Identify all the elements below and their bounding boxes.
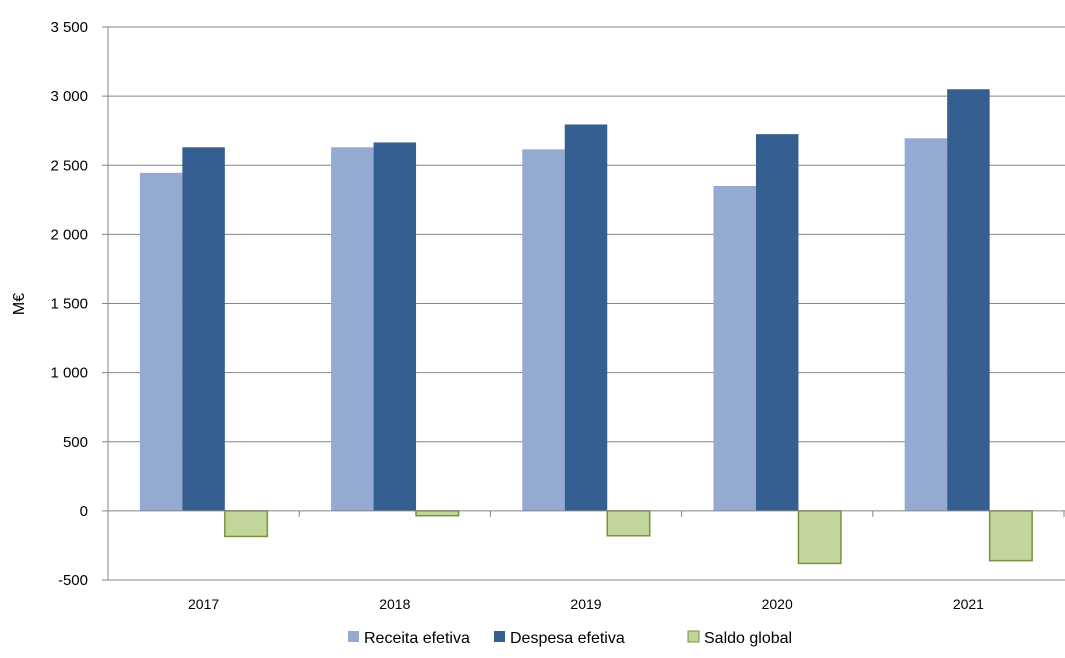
- y-tick-label: 1 500: [50, 296, 88, 313]
- y-tick-label: -500: [58, 572, 88, 589]
- bar-receita-efetiva-2021: [904, 138, 948, 511]
- bar-saldo-global-2018: [415, 510, 460, 517]
- x-tick-label: 2019: [570, 596, 601, 612]
- legend-swatch: [687, 630, 700, 643]
- y-tick-labels: -500 0 500 1 000 1 500 2 000 2 500 3 000 3 500: [50, 19, 88, 589]
- legend-swatch: [348, 631, 359, 642]
- bar-saldo-global-2021: [988, 510, 1033, 562]
- y-tick-label: 2 500: [50, 157, 88, 174]
- bars: [139, 89, 1033, 565]
- x-tick-label: 2020: [762, 596, 793, 612]
- legend-label: Despesa efetiva: [510, 630, 625, 647]
- y-tick-label: 3 000: [50, 88, 88, 105]
- x-tick-label: 2017: [188, 596, 219, 612]
- legend: Receita efetiva Despesa efetiva Saldo glob…: [348, 630, 792, 647]
- legend-swatch: [494, 631, 505, 642]
- legend-label: Saldo global: [704, 630, 792, 647]
- bar-despesa-efetiva-2020: [755, 134, 799, 511]
- legend-label: Receita efetiva: [364, 630, 470, 647]
- bar-despesa-efetiva-2017: [182, 147, 225, 511]
- bar-saldo-global-2017: [224, 510, 269, 538]
- axes: [102, 26, 1065, 581]
- x-tick-label: 2018: [379, 596, 410, 612]
- y-tick-label: 2 000: [50, 226, 88, 243]
- x-tick-label: 2021: [953, 596, 984, 612]
- y-tick-label: 1 000: [50, 365, 88, 382]
- bar-despesa-efetiva-2021: [947, 89, 990, 511]
- bar-receita-efetiva-2018: [331, 147, 374, 511]
- bar-saldo-global-2020: [797, 510, 842, 565]
- x-tick-labels: 2017 2018 2019 2020 2021: [188, 596, 984, 612]
- bar-despesa-efetiva-2019: [564, 124, 608, 511]
- y-axis-title: M€: [11, 293, 28, 315]
- bar-despesa-efetiva-2018: [373, 142, 417, 511]
- bar-saldo-global-2019: [606, 510, 651, 537]
- bar-receita-efetiva-2019: [522, 149, 565, 511]
- y-tick-label: 500: [63, 434, 88, 451]
- y-tick-label: 0: [80, 503, 88, 520]
- bar-receita-efetiva-2017: [139, 172, 183, 511]
- y-tick-label: 3 500: [50, 19, 88, 36]
- bar-receita-efetiva-2020: [713, 185, 756, 511]
